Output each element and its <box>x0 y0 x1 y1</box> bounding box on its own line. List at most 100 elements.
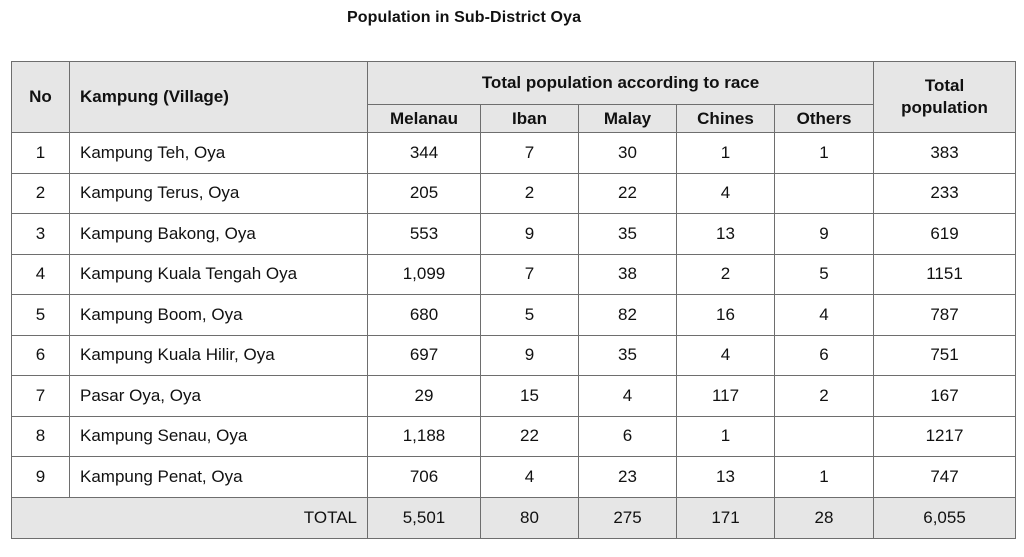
header-melanau: Melanau <box>367 104 481 133</box>
cell-no: 2 <box>11 172 70 214</box>
cell-others: 9 <box>773 213 875 255</box>
cell-iban: 15 <box>480 375 579 417</box>
cell-iban: 22 <box>480 415 579 457</box>
cell-total: 619 <box>873 213 1017 255</box>
cell-village: Kampung Bakong, Oya <box>69 213 368 255</box>
cell-total: 167 <box>873 375 1017 417</box>
cell-iban: 4 <box>480 456 579 498</box>
cell-total: 383 <box>873 132 1017 174</box>
cell-village: Kampung Terus, Oya <box>69 172 368 214</box>
cell-iban: 7 <box>480 132 579 174</box>
cell-melanau: 29 <box>367 375 481 417</box>
total-row: TOTAL 5,501 80 275 171 28 6,055 <box>11 496 1017 539</box>
table-row: 4 Kampung Kuala Tengah Oya 1,099 7 38 2 … <box>11 253 1017 295</box>
total-malay: 275 <box>578 496 677 539</box>
cell-chinese: 2 <box>676 253 775 295</box>
cell-others: 2 <box>773 375 875 417</box>
cell-others: 5 <box>773 253 875 295</box>
header-malay: Malay <box>578 104 677 133</box>
cell-no: 7 <box>11 375 70 417</box>
cell-no: 6 <box>11 334 70 376</box>
cell-others: 4 <box>773 294 875 336</box>
population-table: No Kampung (Village) Total population ac… <box>11 61 1017 539</box>
cell-iban: 9 <box>480 213 579 255</box>
cell-total: 233 <box>873 172 1017 214</box>
header-total-line1: Total <box>924 76 965 95</box>
table-row: 3 Kampung Bakong, Oya 553 9 35 13 9 619 <box>11 213 1017 255</box>
cell-village: Kampung Senau, Oya <box>69 415 368 457</box>
total-melanau: 5,501 <box>367 496 481 539</box>
cell-malay: 38 <box>578 253 677 295</box>
cell-chinese: 4 <box>676 334 775 376</box>
cell-village: Kampung Penat, Oya <box>69 456 368 498</box>
cell-total: 1217 <box>873 415 1017 457</box>
cell-no: 8 <box>11 415 70 457</box>
cell-no: 5 <box>11 294 70 336</box>
header-chinese: Chines <box>676 104 775 133</box>
cell-malay: 82 <box>578 294 677 336</box>
total-iban: 80 <box>480 496 579 539</box>
cell-others: 6 <box>773 334 875 376</box>
cell-chinese: 1 <box>676 415 775 457</box>
table-title: Population in Sub-District Oya <box>346 9 582 26</box>
cell-total: 787 <box>873 294 1017 336</box>
cell-iban: 5 <box>480 294 579 336</box>
cell-no: 9 <box>11 456 70 498</box>
cell-village: Pasar Oya, Oya <box>69 375 368 417</box>
cell-malay: 35 <box>578 334 677 376</box>
cell-chinese: 117 <box>676 375 775 417</box>
cell-chinese: 4 <box>676 172 775 214</box>
table-row: 2 Kampung Terus, Oya 205 2 22 4 233 <box>11 172 1017 214</box>
table-row: 9 Kampung Penat, Oya 706 4 23 13 1 747 <box>11 456 1017 498</box>
cell-village: Kampung Kuala Hilir, Oya <box>69 334 368 376</box>
cell-iban: 7 <box>480 253 579 295</box>
cell-others <box>773 415 875 457</box>
cell-village: Kampung Boom, Oya <box>69 294 368 336</box>
header-total-line2: population <box>901 98 988 117</box>
table-row: 6 Kampung Kuala Hilir, Oya 697 9 35 4 6 … <box>11 334 1017 376</box>
total-label: TOTAL <box>11 496 368 539</box>
cell-malay: 30 <box>578 132 677 174</box>
cell-no: 4 <box>11 253 70 295</box>
cell-total: 751 <box>873 334 1017 376</box>
cell-melanau: 344 <box>367 132 481 174</box>
cell-chinese: 13 <box>676 456 775 498</box>
cell-no: 3 <box>11 213 70 255</box>
cell-melanau: 1,099 <box>367 253 481 295</box>
header-race-group: Total population according to race <box>366 61 875 105</box>
cell-no: 1 <box>11 132 70 174</box>
cell-others: 1 <box>773 132 875 174</box>
cell-total: 747 <box>873 456 1017 498</box>
header-others: Others <box>773 104 875 133</box>
cell-malay: 6 <box>578 415 677 457</box>
header-total-population: Total population <box>873 61 1017 133</box>
cell-chinese: 13 <box>676 213 775 255</box>
cell-malay: 22 <box>578 172 677 214</box>
cell-chinese: 1 <box>676 132 775 174</box>
table-row: 8 Kampung Senau, Oya 1,188 22 6 1 1217 <box>11 415 1017 457</box>
header-iban: Iban <box>480 104 579 133</box>
cell-total: 1151 <box>873 253 1017 295</box>
total-population: 6,055 <box>873 496 1017 539</box>
cell-iban: 9 <box>480 334 579 376</box>
total-chinese: 171 <box>676 496 775 539</box>
cell-iban: 2 <box>480 172 579 214</box>
cell-melanau: 706 <box>367 456 481 498</box>
cell-melanau: 1,188 <box>367 415 481 457</box>
table-row: 5 Kampung Boom, Oya 680 5 82 16 4 787 <box>11 294 1017 336</box>
cell-chinese: 16 <box>676 294 775 336</box>
cell-melanau: 680 <box>367 294 481 336</box>
cell-malay: 35 <box>578 213 677 255</box>
cell-malay: 23 <box>578 456 677 498</box>
cell-others <box>773 172 875 214</box>
total-others: 28 <box>773 496 875 539</box>
header-village: Kampung (Village) <box>69 61 368 133</box>
header-no: No <box>11 61 70 133</box>
table-row: 1 Kampung Teh, Oya 344 7 30 1 1 383 <box>11 132 1017 174</box>
cell-village: Kampung Kuala Tengah Oya <box>69 253 368 295</box>
cell-melanau: 553 <box>367 213 481 255</box>
cell-village: Kampung Teh, Oya <box>69 132 368 174</box>
cell-melanau: 205 <box>367 172 481 214</box>
cell-melanau: 697 <box>367 334 481 376</box>
table-row: 7 Pasar Oya, Oya 29 15 4 117 2 167 <box>11 375 1017 417</box>
